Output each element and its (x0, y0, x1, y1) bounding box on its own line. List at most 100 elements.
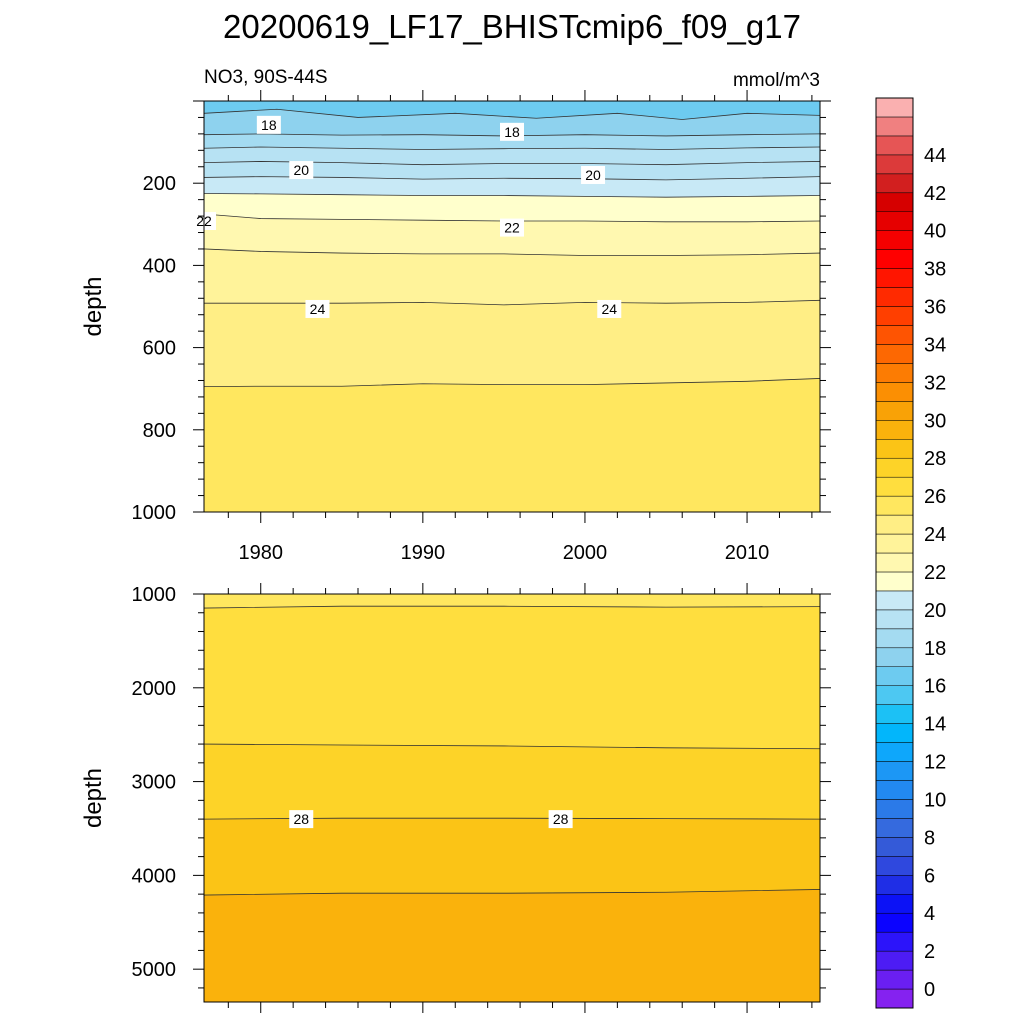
contour-band (204, 378, 820, 512)
colorbar-label: 12 (924, 752, 946, 774)
colorbar-swatch (875, 439, 914, 459)
colorbar-label: 18 (924, 638, 946, 660)
y-tick-label: 200 (143, 173, 176, 195)
x-tick-label: 1990 (401, 542, 446, 564)
colorbar-swatch (875, 401, 914, 421)
y-tick-label: 800 (143, 420, 176, 442)
variable-label: NO3, 90S-44S (204, 67, 328, 88)
contour-line (204, 248, 820, 256)
plot-frame (203, 593, 821, 1003)
contour-line (204, 743, 820, 750)
colorbar-swatch (875, 552, 914, 573)
units-label: mmol/m^3 (733, 70, 820, 91)
y-tick-label: 2000 (132, 678, 177, 700)
contour-label: 28 (553, 811, 569, 827)
y-tick-label: 600 (143, 338, 176, 360)
colorbar-swatch (875, 173, 914, 194)
plot-frame (203, 100, 821, 513)
colorbar-label: 40 (924, 221, 946, 243)
contour-line (204, 299, 820, 306)
colorbar-swatch (875, 609, 914, 630)
colorbar-swatch (875, 154, 914, 175)
colorbar-label: 4 (924, 903, 935, 925)
contour-label-bg (581, 165, 606, 184)
colorbar-label: 14 (924, 714, 946, 736)
contour-label-bg (289, 161, 314, 180)
colorbar-swatch (875, 495, 914, 516)
colorbar-swatch (875, 306, 914, 326)
colorbar-swatch (875, 647, 914, 668)
contour-label: 24 (310, 301, 326, 317)
contour-label-bg (289, 810, 314, 829)
colorbar-swatch (875, 211, 914, 231)
colorbar-label: 22 (924, 562, 946, 584)
contour-line (204, 378, 820, 388)
colorbar-swatch (875, 988, 914, 1009)
contour-line (204, 176, 820, 181)
colorbar-label: 10 (924, 789, 946, 811)
colorbar-swatch (875, 97, 914, 118)
contour-label: 20 (585, 167, 601, 183)
y-tick-label: 1000 (132, 584, 177, 606)
contour-label: 28 (293, 811, 309, 827)
colorbar-label: 2 (924, 941, 935, 963)
x-tick-label: 2000 (563, 542, 608, 564)
colorbar-label: 26 (924, 486, 946, 508)
colorbar-label: 30 (924, 410, 946, 432)
contour-label: 22 (504, 220, 520, 236)
colorbar-label: 20 (924, 600, 946, 622)
colorbar-swatch (875, 116, 914, 137)
y-tick-label: 1000 (132, 502, 177, 524)
colorbar-swatch (875, 363, 914, 383)
contour-line (204, 108, 820, 120)
colorbar-swatch (875, 457, 914, 478)
contour-line (204, 193, 820, 198)
colorbar-label: 44 (924, 145, 946, 167)
colorbar-swatch (875, 192, 914, 213)
contour-label-bg (256, 115, 281, 134)
colorbar-swatch (875, 514, 914, 535)
colorbar-label: 6 (924, 865, 935, 887)
colorbar-swatch (875, 799, 914, 819)
colorbar-swatch (875, 912, 914, 933)
colorbar-swatch (875, 571, 914, 592)
colorbar-swatch (875, 230, 914, 250)
colorbar: 0246810121416182022242628303234363840424… (875, 97, 946, 1009)
colorbar-swatch (875, 325, 914, 345)
contour-label-bg (305, 299, 330, 318)
contour-line (204, 889, 820, 896)
colorbar-label: 32 (924, 372, 946, 394)
colorbar-label: 0 (924, 979, 935, 1001)
x-tick-label: 1980 (238, 542, 283, 564)
colorbar-label: 16 (924, 676, 946, 698)
colorbar-swatch (875, 135, 914, 156)
contour-band (204, 889, 820, 1002)
colorbar-swatch (875, 704, 914, 724)
contour-label: 18 (261, 117, 277, 133)
y-tick-label: 400 (143, 255, 176, 277)
colorbar-swatch (875, 344, 914, 364)
colorbar-label: 24 (924, 524, 946, 546)
colorbar-swatch (875, 742, 914, 762)
contour-label-bg (597, 299, 622, 318)
colorbar-swatch (875, 837, 914, 857)
contour-label: 18 (504, 124, 520, 140)
y-tick-label: 3000 (132, 772, 177, 794)
y-tick-label: 4000 (132, 865, 177, 887)
colorbar-swatch (875, 723, 914, 743)
colorbar-swatch (875, 533, 914, 554)
contour-label: 24 (601, 301, 617, 317)
colorbar-swatch (875, 931, 914, 952)
colorbar-swatch (875, 969, 914, 990)
panel-lower: 28 28 1000 2000 3000 4000 5000 depth (80, 583, 831, 1013)
colorbar-label: 34 (924, 334, 946, 356)
colorbar-label: 28 (924, 448, 946, 470)
y-tick-label: 5000 (132, 959, 177, 981)
colorbar-label: 42 (924, 183, 946, 205)
colorbar-swatch (875, 894, 914, 914)
y-axis-label: depth (80, 768, 107, 828)
colorbar-swatch (875, 382, 914, 402)
